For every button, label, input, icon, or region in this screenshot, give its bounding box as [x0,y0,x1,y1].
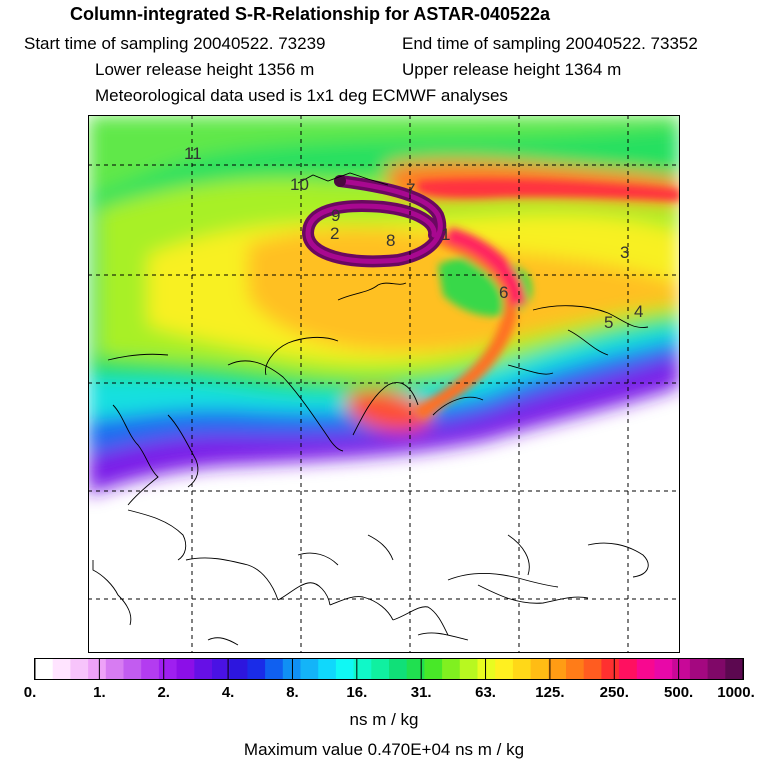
track-hour-label: 9 [331,206,340,225]
track-hour-label: 5 [604,313,613,332]
color-scale-swatch [530,659,549,679]
color-scale-swatch [105,659,124,679]
color-scale-swatch [583,659,602,679]
color-scale-tick-label: 125. [535,684,565,701]
color-scale-swatch [123,659,142,679]
color-scale-swatch [335,659,354,679]
color-scale-swatch [512,659,531,679]
color-scale-swatch [52,659,71,679]
color-scale-swatch [689,659,708,679]
color-scale-tick-label: 31. [410,684,432,701]
color-scale-tick-label: 1. [93,684,106,701]
color-scale-swatch [495,659,514,679]
color-scale-bar [34,658,744,680]
color-scale-swatch [672,659,691,679]
color-scale-swatch [70,659,89,679]
color-scale-swatch [406,659,425,679]
color-scale-swatch [194,659,213,679]
end-time-label: End time of sampling 20040522. 73352 [402,34,698,53]
color-scale-tick-label: 4. [221,684,235,701]
track-hour-label: 7 [406,180,415,199]
color-scale-swatch [459,659,478,679]
color-scale-swatch [619,659,638,679]
track-hour-label: 3 [620,243,629,262]
color-scale-swatch [442,659,461,679]
color-scale-units: ns m / kg [349,710,419,729]
color-scale-swatch [282,659,301,679]
color-scale-swatch [88,659,107,679]
color-scale-swatch [212,659,231,679]
color-scale-swatch [229,659,248,679]
color-scale-tick-label: 1000. [717,684,755,701]
color-scale-swatch [477,659,496,679]
plume-core [413,178,680,421]
color-scale-swatch [35,659,54,679]
color-scale-swatch [353,659,372,679]
track-hour-label: 11 [184,144,202,163]
track-hour-label: 6 [499,283,508,302]
track-hour-label: 2 [330,224,339,243]
color-scale-swatch [265,659,284,679]
color-scale-tick-label: 2. [157,684,170,701]
color-scale-swatch [389,659,408,679]
plot-title: Column-integrated S-R-Relationship for A… [70,4,551,24]
lower-release-height-label: Lower release height 1356 m [95,60,315,79]
lat-lon-grid [88,115,680,653]
sensitivity-map: 11 10 92 8 1 7 6 3 5 4 [88,115,680,653]
color-scale-swatch [707,659,726,679]
map-frame [88,115,680,653]
meteorological-data-label: Meteorological data used is 1x1 deg ECMW… [95,86,508,105]
color-scale-swatch [158,659,177,679]
track-hour-labels: 11 10 92 8 1 7 6 3 5 4 [184,144,643,332]
color-scale-swatch [548,659,567,679]
coastlines [92,172,649,646]
maximum-value-label: Maximum value 0.470E+04 ns m / kg [243,740,525,759]
color-scale-tick-label: 16. [346,684,368,701]
color-scale-tick-label: 0. [23,684,37,701]
start-time-label: Start time of sampling 20040522. 73239 [24,34,326,53]
track-hour-label: 4 [634,302,643,321]
color-scale-swatch [654,659,673,679]
color-scale-swatch [141,659,160,679]
color-scale-swatch [725,659,744,679]
color-scale-swatch [247,659,266,679]
color-scale-tick-label: 8. [286,684,299,701]
color-scale-swatch [424,659,443,679]
track-hour-label: 1 [441,225,450,244]
color-scale-swatch [318,659,337,679]
color-scale-tick-label: 63. [475,684,496,701]
color-scale-tick-label: 250. [599,684,629,701]
color-scale-swatch [636,659,655,679]
color-scale-frame [34,658,744,680]
track-hour-label: 8 [386,231,395,250]
upper-release-height-label: Upper release height 1364 m [402,60,622,79]
color-scale-swatch [601,659,620,679]
color-scale-swatch [371,659,390,679]
color-scale-swatch [300,659,319,679]
color-scale-swatch [176,659,195,679]
color-scale-swatch [566,659,585,679]
color-scale-tick-label: 500. [664,684,694,701]
track-hour-label: 10 [290,175,309,194]
